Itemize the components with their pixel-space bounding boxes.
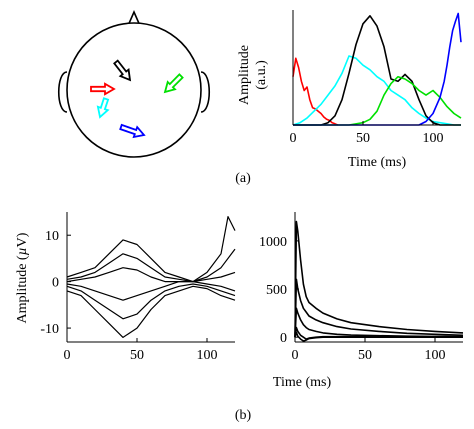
chart2-series-1 xyxy=(294,220,464,338)
head-ear-right xyxy=(200,71,211,113)
chart2-ytick-label: 500 xyxy=(266,283,287,298)
chart2-ytick-label: 0 xyxy=(280,331,287,346)
chart1-ytick-label: -10 xyxy=(40,322,59,337)
chart0-series-3 xyxy=(293,15,461,126)
chart0-xtick-label: 100 xyxy=(423,131,444,146)
chart1-ytick-label: 0 xyxy=(52,276,59,291)
dipole-arrow-1 xyxy=(113,59,132,82)
chart1-series-1 xyxy=(66,216,236,283)
dipole-arrows xyxy=(90,59,184,139)
chart1-xtick-label: 100 xyxy=(197,348,218,363)
chart1-ylabel: Amplitude (µV) xyxy=(15,232,30,323)
chart2-xtick-label: 0 xyxy=(292,348,299,363)
panel-label-b: (b) xyxy=(235,408,252,423)
chart1-series-3 xyxy=(66,267,236,283)
dipole-arrow-4 xyxy=(96,97,110,119)
chart1-xtick-label: 0 xyxy=(64,348,71,363)
chart-eeg-channels: 0 50 100 -10 0 10 xyxy=(40,212,236,363)
chart1-series-4 xyxy=(66,281,236,301)
chart0-xtick-label: 50 xyxy=(356,131,370,146)
chart-source-waveforms: 0 50 100 xyxy=(290,10,462,146)
chart0-series-4 xyxy=(293,75,462,126)
chart2-series-2 xyxy=(294,278,464,338)
panel-label-a: (a) xyxy=(235,171,251,186)
chart1-ytick-label: 10 xyxy=(45,229,59,244)
head-ear-left xyxy=(57,71,68,113)
dipole-arrow-3 xyxy=(163,73,184,94)
chart0-ylabel-line2: (a.u.) xyxy=(254,60,269,90)
head-diagram xyxy=(57,10,211,158)
chart1-xtick-label: 50 xyxy=(130,348,144,363)
chart0-series-5 xyxy=(293,12,462,126)
chart2-xtick-label: 50 xyxy=(358,348,372,363)
dipole-arrow-5 xyxy=(119,123,146,139)
chart2-series-3 xyxy=(294,307,464,338)
panel-b-xlabel: Time (ms) xyxy=(273,375,332,390)
chart1-series-6 xyxy=(66,285,236,338)
chart0-series-2 xyxy=(292,55,461,126)
chart2-ytick-label: 1000 xyxy=(259,235,287,250)
chart2-xtick-label: 100 xyxy=(425,348,446,363)
chart1-series-2 xyxy=(66,248,236,283)
chart1-ylabel-mu: µ xyxy=(15,247,30,255)
chart1-ylabel-part1: Amplitude ( xyxy=(15,255,30,323)
head-circle xyxy=(66,22,202,158)
chart0-xlabel: Time (ms) xyxy=(348,155,407,170)
chart1-ylabel-part3: V) xyxy=(15,232,30,247)
chart0-xtick-label: 0 xyxy=(290,131,297,146)
chart0-ylabel-line1: Amplitude xyxy=(237,45,252,105)
dipole-arrow-2 xyxy=(90,82,116,96)
chart1-series-5 xyxy=(66,283,236,320)
